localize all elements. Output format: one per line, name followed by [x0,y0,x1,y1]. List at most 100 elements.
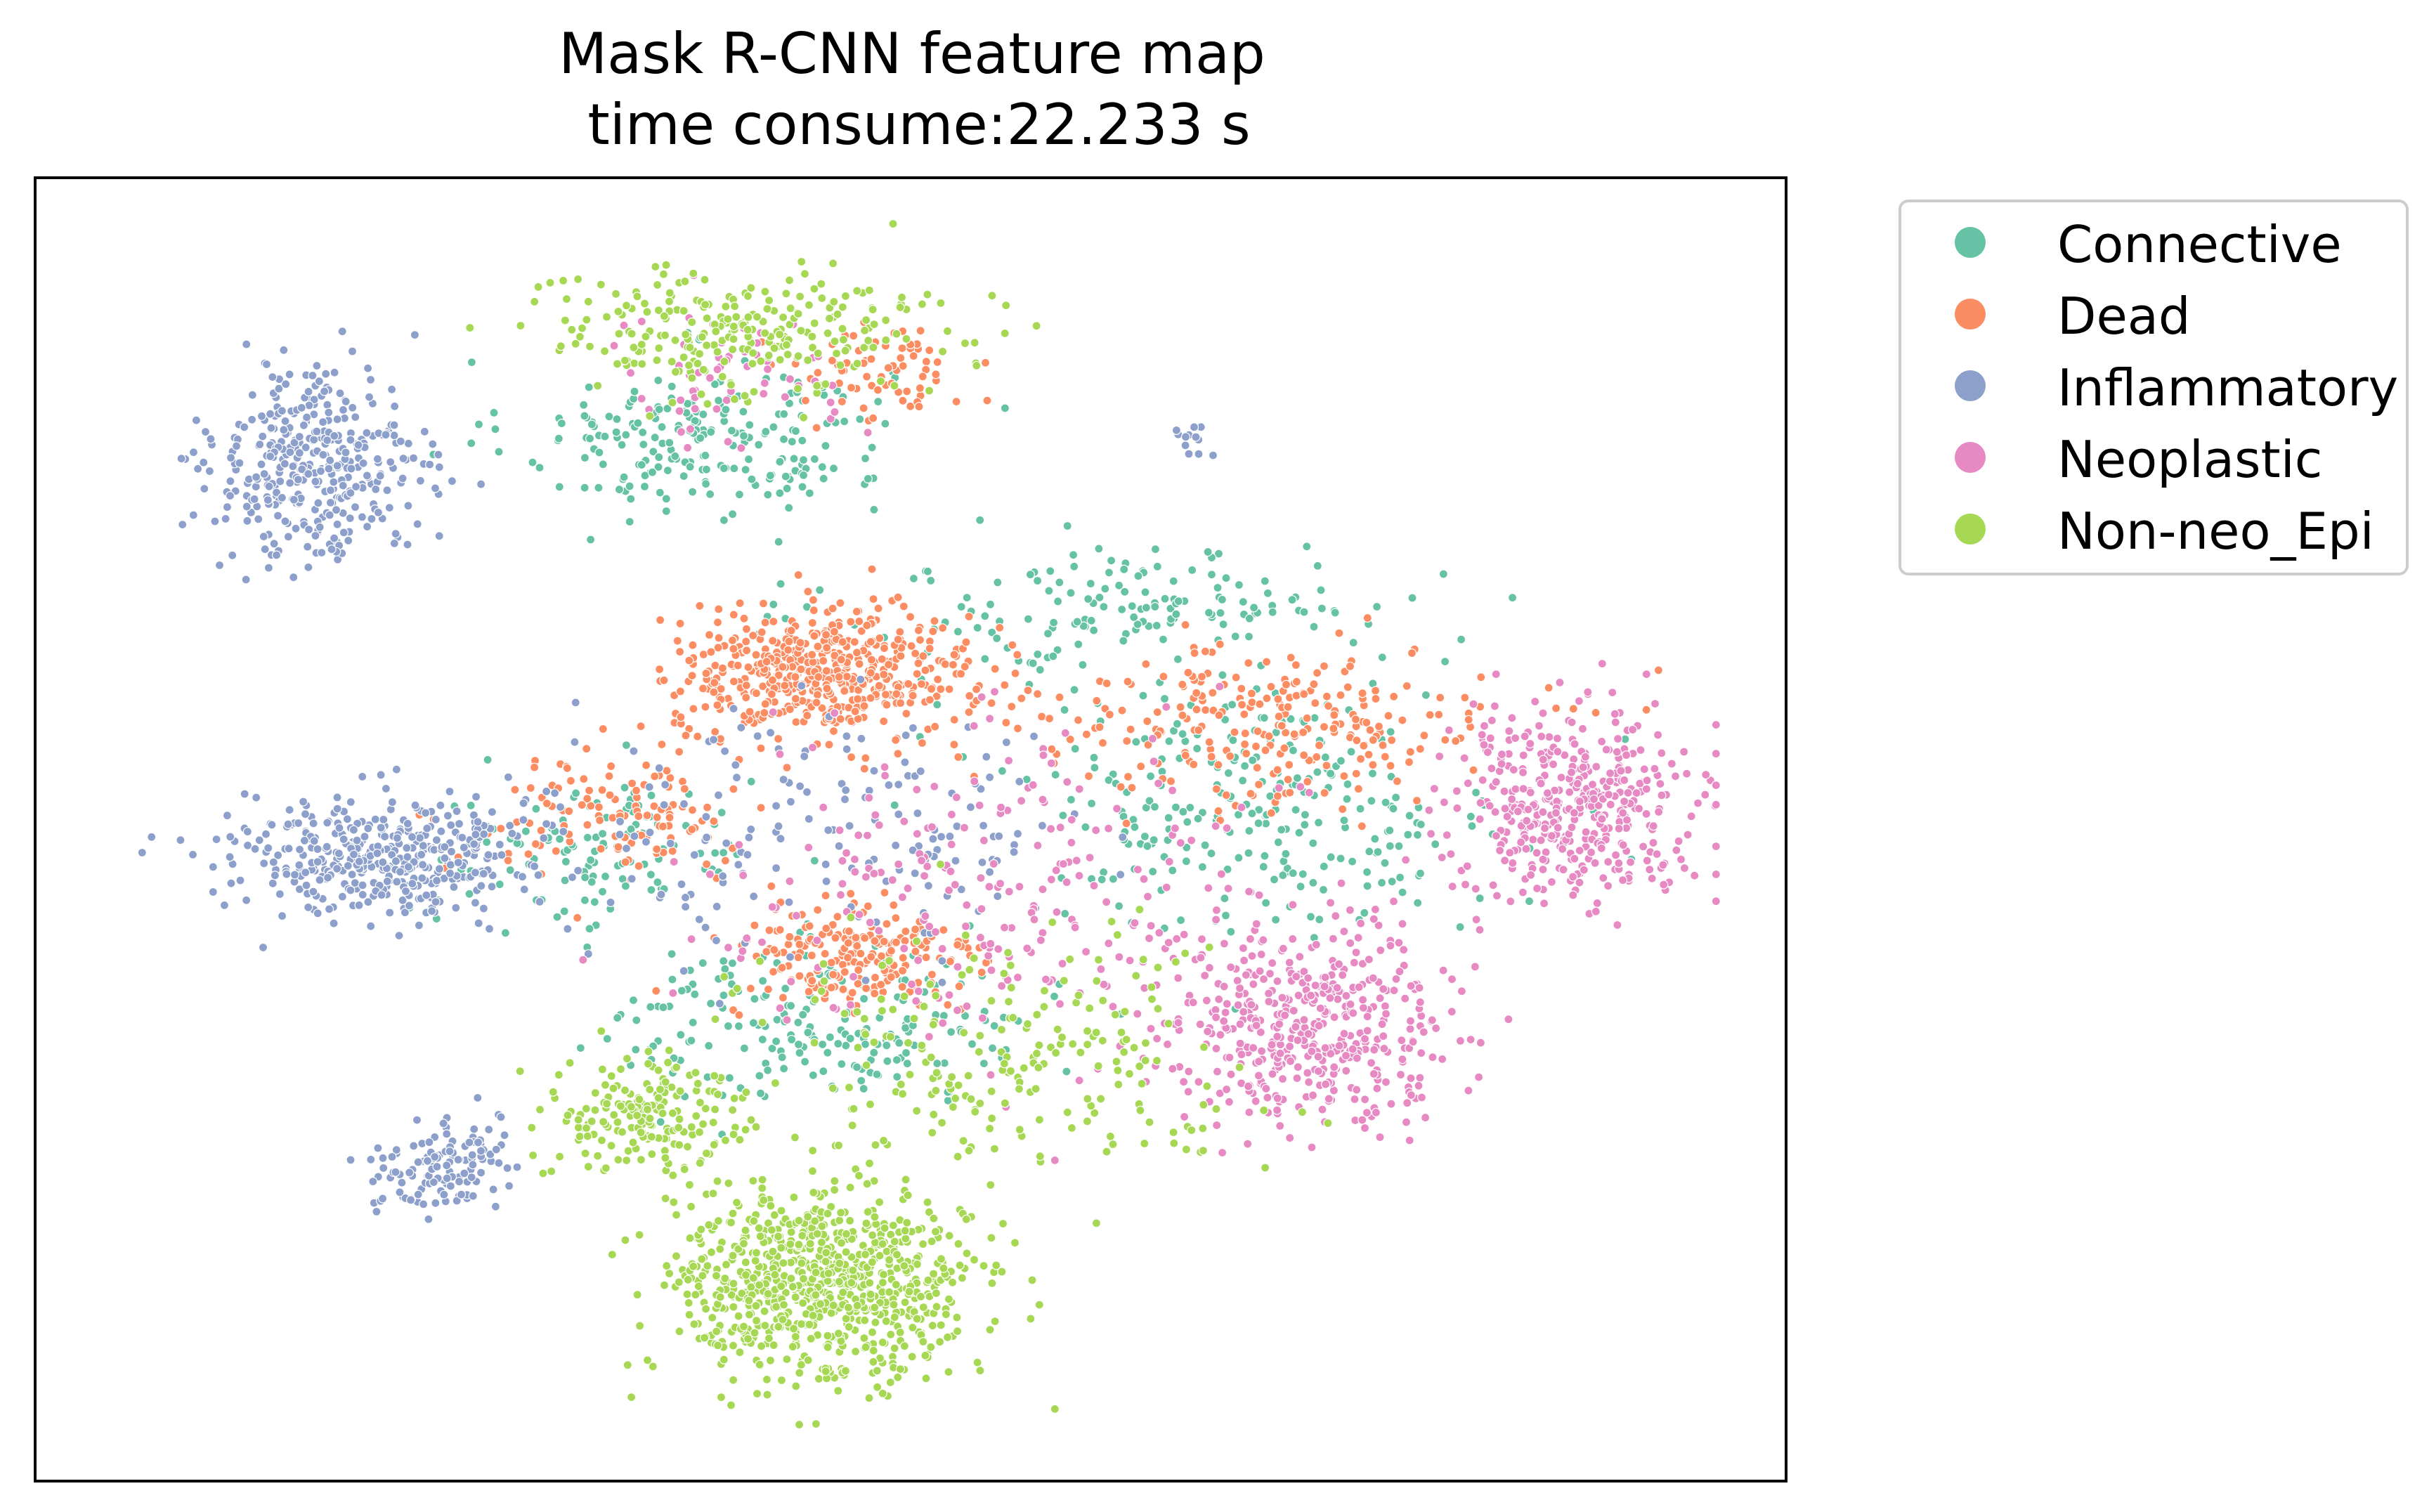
data-point [1189,422,1199,432]
data-point [1285,788,1295,797]
data-point [975,515,985,525]
data-point [1711,749,1721,759]
data-point [726,1218,736,1227]
data-point [294,448,304,458]
data-point [1079,621,1088,631]
data-point [252,793,261,802]
data-point [657,739,667,750]
data-point [585,535,596,545]
data-point [1463,778,1473,788]
data-point [1195,1019,1205,1029]
data-point [504,1181,514,1191]
data-point [1303,973,1313,983]
data-point [211,834,221,845]
data-point [294,818,304,828]
data-point [1204,883,1213,893]
data-point [721,405,731,415]
data-point [760,378,769,388]
data-point [344,535,353,546]
data-point [751,650,761,660]
data-point [1690,871,1700,880]
data-point [960,662,970,672]
data-point [918,1239,928,1249]
data-point [350,502,360,512]
data-point [826,398,835,408]
data-point [846,889,856,899]
data-point [1048,651,1058,661]
data-point [951,396,961,407]
data-point [1575,796,1584,807]
data-point [275,889,285,899]
data-point [1162,1039,1173,1050]
data-point [1015,882,1024,892]
data-point [1416,819,1426,830]
data-point [606,897,616,908]
data-point [937,977,947,987]
data-point [1283,774,1293,785]
data-point [1067,838,1076,847]
data-point [672,636,682,646]
data-point [710,726,720,737]
data-point [1386,761,1395,771]
data-point [1112,804,1122,814]
data-point [1415,1073,1425,1083]
data-point [351,412,360,422]
data-point [746,1282,756,1292]
data-point [1398,919,1407,929]
data-point [969,721,979,731]
data-point [609,341,619,351]
data-point [325,485,336,495]
data-point [838,879,847,889]
data-point [487,807,497,817]
data-point [762,364,773,374]
data-point [767,675,778,685]
data-point [1429,783,1440,794]
data-point [1033,840,1043,851]
data-point [1419,731,1429,741]
data-point [199,457,209,467]
data-point [679,799,689,809]
data-point [949,740,959,750]
data-point [1060,908,1070,919]
data-point [468,1160,478,1170]
data-point [761,426,771,437]
data-point [1055,823,1065,833]
data-point [802,710,812,721]
data-point [1129,612,1139,623]
data-point [176,454,186,464]
data-point [849,637,859,647]
data-point [1237,684,1246,693]
data-point [743,455,754,464]
data-point [1231,672,1241,682]
data-point [722,396,731,405]
data-point [828,1003,838,1012]
data-point [512,1162,522,1172]
data-point [1642,776,1652,786]
data-point [1479,740,1489,750]
data-point [1497,750,1507,760]
data-point [917,738,927,748]
data-point [1589,794,1599,804]
data-point [191,415,201,425]
data-point [474,419,484,429]
data-point [346,797,356,807]
data-point [821,441,831,451]
data-point [709,816,719,826]
data-point [1083,771,1094,781]
data-point [313,908,323,918]
data-point [781,471,790,481]
data-point [741,693,751,703]
data-point [1555,677,1565,688]
data-point [291,523,301,533]
data-point [1504,1015,1513,1024]
data-point [1247,951,1257,961]
data-point [1142,841,1152,851]
data-point [1591,708,1601,718]
data-point [1500,804,1510,814]
data-point [266,409,275,419]
data-point [1220,894,1230,904]
data-point [447,476,457,486]
data-point [346,435,356,445]
data-point [880,771,890,781]
data-point [467,1172,476,1182]
